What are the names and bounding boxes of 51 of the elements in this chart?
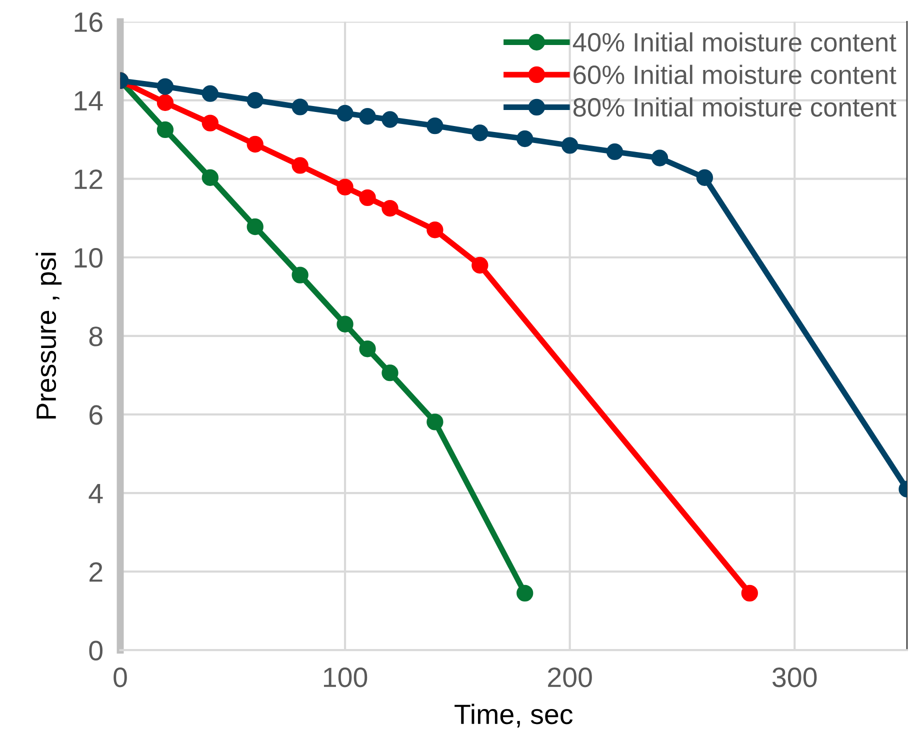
point — [382, 200, 398, 217]
point — [606, 143, 624, 160]
point — [359, 189, 376, 206]
point — [202, 85, 218, 102]
legend-label: 80% Initial moisture content — [573, 97, 896, 117]
point — [292, 266, 308, 284]
y-tick-label: 2 — [90, 562, 102, 582]
point — [292, 157, 308, 174]
point — [202, 114, 218, 132]
point — [202, 169, 218, 186]
point — [246, 92, 264, 109]
point — [292, 98, 308, 116]
point — [561, 137, 578, 154]
point — [246, 218, 264, 236]
point — [382, 364, 398, 382]
point — [359, 340, 376, 358]
point — [336, 178, 354, 196]
y-tick-label: 4 — [88, 484, 103, 504]
point — [156, 78, 174, 95]
point — [516, 584, 534, 602]
point — [426, 117, 444, 134]
point — [156, 94, 174, 111]
point — [246, 136, 264, 153]
y-axis-title: Pressure , psi — [36, 252, 62, 419]
legend-label: 40% Initial moisture content — [572, 32, 896, 52]
legend-label: 60% Initial moisture content — [574, 64, 896, 84]
point — [359, 108, 376, 125]
point — [696, 169, 714, 186]
point — [741, 584, 758, 602]
point — [426, 414, 444, 430]
point — [156, 121, 174, 138]
y-tick-label: 14 — [74, 91, 103, 110]
y-tick-label: 6 — [90, 405, 102, 425]
y-tick-label: 16 — [74, 12, 102, 32]
point — [472, 124, 488, 142]
point — [472, 256, 488, 274]
point — [426, 222, 444, 238]
point — [336, 316, 354, 332]
point — [651, 150, 668, 166]
x-tick-label: 300 — [772, 668, 817, 688]
point — [336, 104, 354, 122]
y-tick-label: 8 — [89, 326, 102, 346]
x-axis-title: Time, sec — [454, 704, 573, 728]
x-tick-label: 100 — [324, 668, 368, 688]
y-tick-label: 10 — [74, 248, 102, 268]
point — [382, 111, 398, 128]
x-tick-label: 0 — [114, 668, 127, 688]
y-tick-label: 12 — [74, 169, 102, 189]
y-tick-label: 0 — [89, 640, 102, 660]
point — [516, 130, 534, 148]
x-tick-label: 200 — [548, 668, 592, 688]
